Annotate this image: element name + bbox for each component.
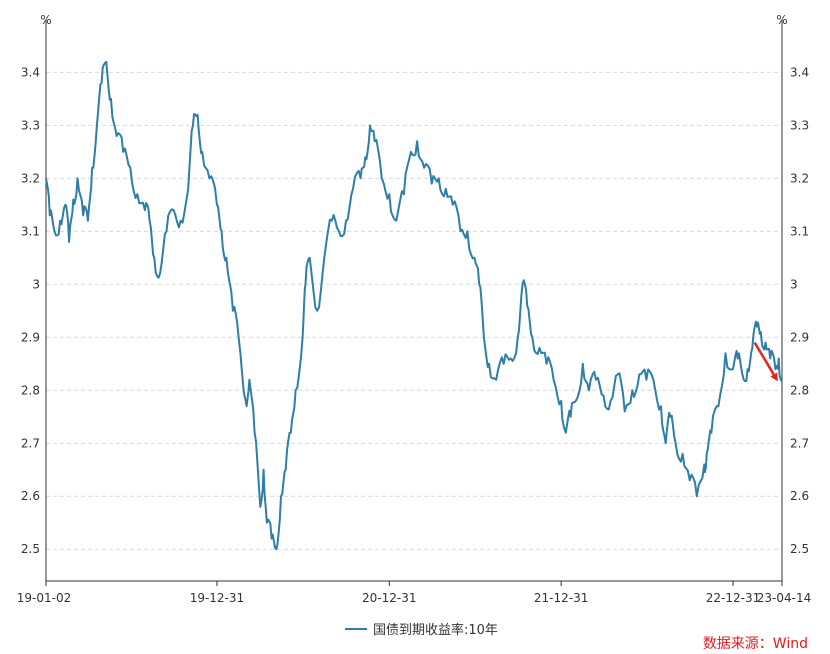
y-tick-label-left: 2.7 [21, 436, 40, 450]
tick-labels: 2.5 2.5 2.6 2.6 2.7 2.7 2.8 2.8 2.9 2.9 3 3 3.1 3.1 3.… [17, 13, 811, 605]
x-tick-label: 19-12-31 [190, 591, 244, 605]
y-tick-label-right: 2.5 [790, 542, 809, 556]
x-tick-label: 19-01-02 [17, 591, 71, 605]
y-tick-label-left: 3.4 [21, 65, 40, 79]
x-tick-label: 22-12-31 [706, 591, 760, 605]
annotations [753, 341, 778, 382]
y-tick-label-right: 3.4 [790, 65, 809, 79]
y-tick-label-left: 2.9 [21, 330, 40, 344]
x-tick-label: 21-12-31 [534, 591, 588, 605]
legend-label: 国债到期收益率:10年 [373, 623, 498, 638]
x-tick-label: 23-04-14 [757, 591, 811, 605]
legend: 国债到期收益率:10年 [345, 619, 498, 638]
y-tick-label-left: 3.3 [21, 118, 40, 132]
y-tick-label-right: 3 [790, 277, 798, 291]
y-tick-label-left: 3.1 [21, 224, 40, 238]
y-tick-label-left: 3 [32, 277, 40, 291]
y-tick-label-right: 3.2 [790, 171, 809, 185]
y-tick-label-right: 2.8 [790, 383, 809, 397]
y-tick-label-right: 2.7 [790, 436, 809, 450]
y-tick-label-right: 3.3 [790, 118, 809, 132]
y-tick-label-left: 3.2 [21, 171, 40, 185]
y-unit-right: % [776, 13, 787, 27]
legend-swatch [345, 627, 367, 630]
source-note: 数据来源：Wind [702, 636, 808, 652]
grid-lines [46, 71, 782, 550]
y-tick-label-right: 2.9 [790, 330, 809, 344]
y-tick-label-left: 2.5 [21, 542, 40, 556]
y-tick-label-left: 2.6 [21, 489, 40, 503]
axes [45, 20, 783, 586]
series-layer [45, 60, 783, 551]
x-tick-label: 20-12-31 [362, 591, 416, 605]
y-tick-label-right: 3.1 [790, 224, 809, 238]
y-tick-label-left: 2.8 [21, 383, 40, 397]
annotation-arrow [753, 341, 778, 382]
y-unit-left: % [40, 13, 51, 27]
y-tick-label-right: 2.6 [790, 489, 809, 503]
series-line [45, 60, 783, 551]
